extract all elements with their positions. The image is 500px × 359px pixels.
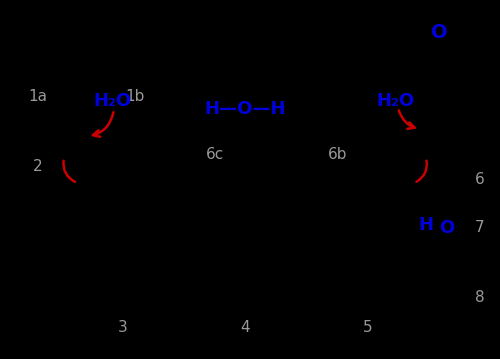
FancyArrowPatch shape xyxy=(399,110,414,129)
FancyArrowPatch shape xyxy=(93,112,114,137)
Text: 8: 8 xyxy=(475,290,485,306)
Text: H₂O: H₂O xyxy=(94,92,132,109)
FancyArrowPatch shape xyxy=(64,161,75,182)
Text: 2: 2 xyxy=(32,159,42,174)
Text: 6c: 6c xyxy=(206,147,224,162)
Text: 6b: 6b xyxy=(328,147,347,162)
Text: H: H xyxy=(418,216,434,234)
Text: 3: 3 xyxy=(118,320,128,335)
Text: 6: 6 xyxy=(475,172,485,187)
Text: H—O—H: H—O—H xyxy=(204,101,286,118)
Text: O: O xyxy=(430,23,448,42)
Text: 7: 7 xyxy=(475,220,485,236)
Text: O: O xyxy=(439,219,454,237)
Text: 1a: 1a xyxy=(28,89,47,104)
Text: H₂O: H₂O xyxy=(376,92,414,109)
Text: 1b: 1b xyxy=(126,89,144,104)
Text: 5: 5 xyxy=(362,320,372,335)
Text: 4: 4 xyxy=(240,320,250,335)
FancyArrowPatch shape xyxy=(416,161,427,182)
